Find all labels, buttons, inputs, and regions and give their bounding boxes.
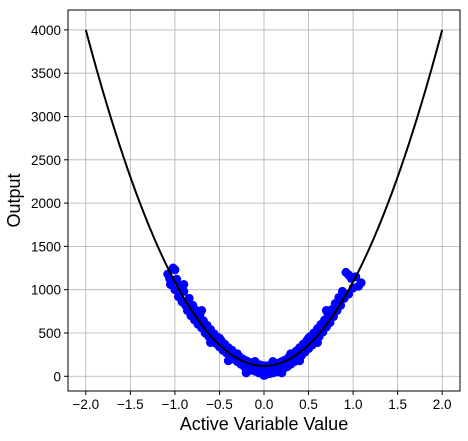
grid bbox=[68, 10, 460, 391]
scatter-point bbox=[277, 368, 287, 378]
scatter-point bbox=[179, 279, 189, 289]
x-tick-label: −1.0 bbox=[162, 397, 189, 412]
scatter-point bbox=[170, 265, 180, 275]
fit-curve bbox=[84, 29, 444, 367]
y-tick-label: 2000 bbox=[31, 196, 61, 211]
scatter-point bbox=[214, 333, 224, 343]
scatter-point bbox=[259, 370, 269, 380]
x-axis-ticks: −2.0 −1.5 −1.0 −0.5 0.0 0.5 1.0 1.5 2.0 bbox=[72, 391, 452, 412]
x-tick-label: −1.5 bbox=[117, 397, 144, 412]
scatter-point bbox=[223, 356, 233, 366]
scatter-point bbox=[356, 278, 366, 288]
scatter-series bbox=[163, 263, 366, 380]
scatter-point bbox=[295, 356, 305, 366]
x-tick-label: −2.0 bbox=[72, 397, 99, 412]
y-axis-label: Output bbox=[4, 173, 24, 227]
x-tick-label: 2.0 bbox=[433, 397, 452, 412]
x-tick-label: 0.5 bbox=[299, 397, 318, 412]
y-tick-label: 1000 bbox=[31, 283, 61, 298]
x-axis-label: Active Variable Value bbox=[180, 414, 348, 434]
y-tick-label: 0 bbox=[53, 369, 61, 384]
scatter-point bbox=[344, 270, 354, 280]
scatter-point bbox=[241, 368, 251, 378]
x-tick-label: −0.5 bbox=[206, 397, 233, 412]
x-tick-label: 0.0 bbox=[255, 397, 274, 412]
y-axis-ticks: 0 500 1000 1500 2000 2500 3000 3500 4000 bbox=[31, 23, 68, 384]
scatter-point bbox=[197, 305, 207, 315]
y-tick-label: 3000 bbox=[31, 110, 61, 125]
scatter-point bbox=[312, 338, 322, 348]
y-tick-label: 1500 bbox=[31, 239, 61, 254]
x-tick-label: 1.5 bbox=[388, 397, 407, 412]
y-tick-label: 500 bbox=[38, 326, 61, 341]
y-tick-label: 4000 bbox=[31, 23, 61, 38]
fit-curve-layer bbox=[84, 29, 444, 367]
x-tick-label: 1.0 bbox=[344, 397, 363, 412]
y-tick-label: 3500 bbox=[31, 66, 61, 81]
scatter-point bbox=[321, 305, 331, 315]
scatter-point bbox=[206, 338, 216, 348]
scatter-point bbox=[184, 293, 194, 303]
scatter-point bbox=[304, 333, 314, 343]
y-tick-label: 2500 bbox=[31, 153, 61, 168]
